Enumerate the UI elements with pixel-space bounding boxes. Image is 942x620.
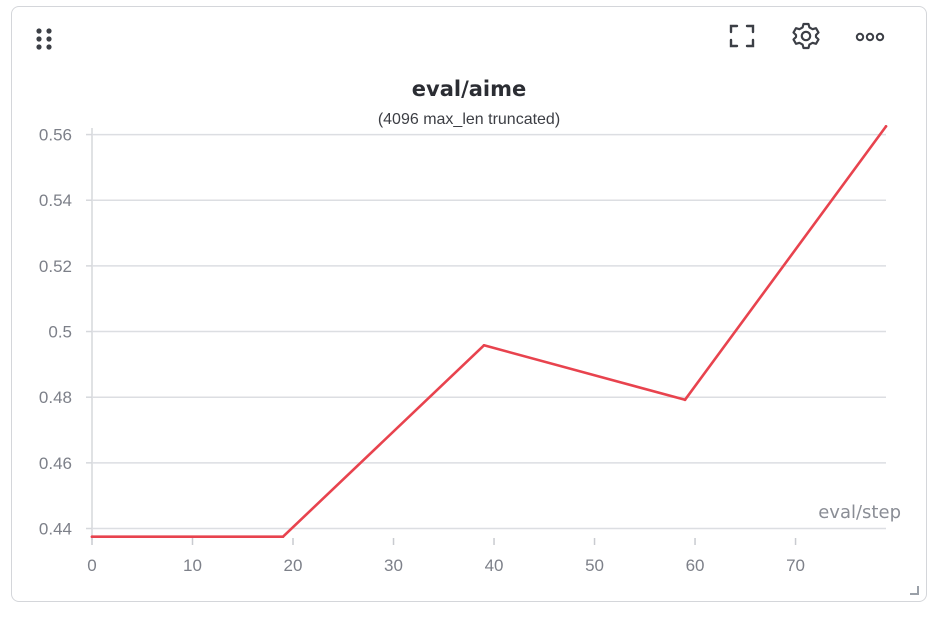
y-tick-label: 0.5	[48, 323, 72, 342]
y-tick-label: 0.54	[39, 191, 72, 210]
x-tick-label: 30	[384, 556, 403, 575]
fullscreen-button[interactable]	[724, 18, 760, 54]
data-point[interactable]	[683, 398, 687, 402]
x-axis-ticks: 0 10 20 30 40 50 60 70	[87, 556, 805, 575]
more-horizontal-icon	[855, 32, 885, 42]
resize-handle-icon[interactable]	[908, 583, 920, 595]
fullscreen-icon	[729, 24, 755, 48]
data-point[interactable]	[281, 535, 285, 539]
y-tick-label: 0.48	[39, 388, 72, 407]
data-point[interactable]	[482, 344, 486, 347]
data-point[interactable]	[90, 535, 94, 539]
y-axis-ticks: 0.44 0.46 0.48 0.5 0.52 0.54 0.56	[39, 126, 72, 539]
y-tick-label: 0.44	[39, 520, 72, 539]
y-tick-label: 0.56	[39, 126, 72, 145]
series-group	[90, 125, 888, 539]
x-tick-label: 0	[87, 556, 96, 575]
x-tick-label: 20	[284, 556, 303, 575]
grid-lines	[86, 128, 886, 545]
chart-title: eval/aime	[412, 77, 526, 101]
y-tick-label: 0.52	[39, 257, 72, 276]
x-tick-label: 70	[786, 556, 805, 575]
x-tick-label: 40	[485, 556, 504, 575]
x-axis-label: eval/step	[818, 502, 901, 523]
x-tick-label: 10	[183, 556, 202, 575]
chart-subtitle: (4096 max_len truncated)	[378, 111, 560, 128]
more-options-button[interactable]	[852, 18, 888, 54]
x-tick-label: 50	[585, 556, 604, 575]
gear-icon	[792, 22, 820, 50]
x-tick-label: 60	[686, 556, 705, 575]
drag-dots-icon[interactable]	[30, 20, 60, 56]
chart-panel	[11, 6, 927, 602]
settings-button[interactable]	[788, 18, 824, 54]
y-tick-label: 0.46	[39, 454, 72, 473]
data-point[interactable]	[884, 125, 888, 128]
